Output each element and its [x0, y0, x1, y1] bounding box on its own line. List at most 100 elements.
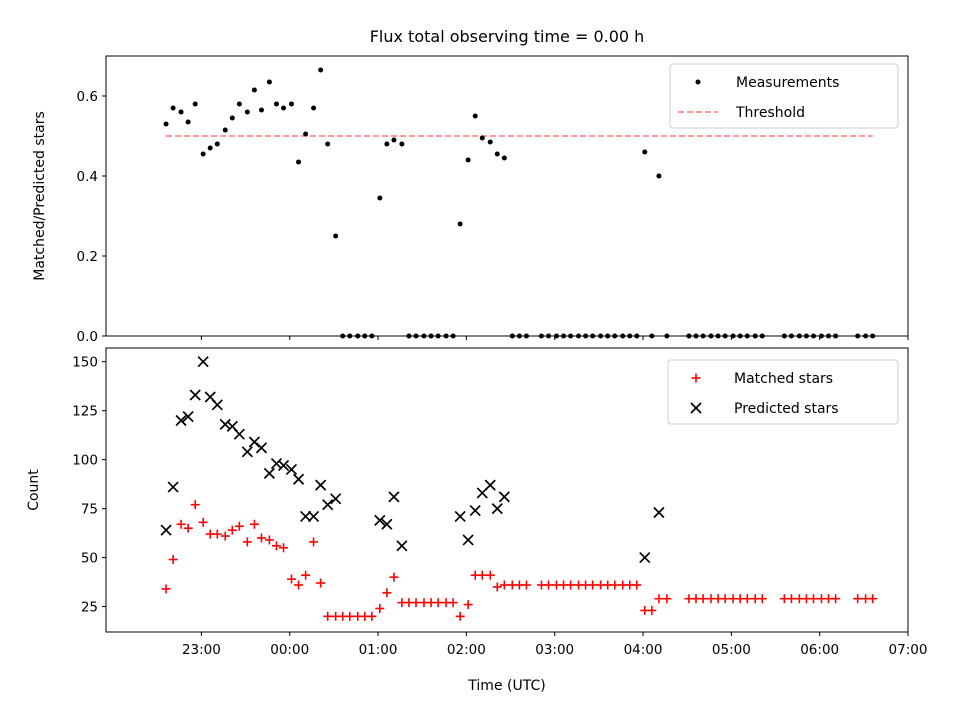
- matched-star-point: [654, 594, 664, 604]
- measurement-point: [207, 145, 213, 151]
- measurement-point: [494, 151, 500, 157]
- matched-star-point: [411, 598, 421, 608]
- cross-b: [322, 499, 334, 511]
- cross-b: [462, 534, 474, 546]
- matched-star-point: [301, 570, 311, 580]
- matched-star-point: [786, 594, 796, 604]
- matched-star-point: [161, 584, 171, 594]
- measurement-point: [399, 141, 405, 147]
- measurement-point: [185, 119, 191, 125]
- matched-star-point: [831, 594, 841, 604]
- cross-b: [454, 510, 466, 523]
- matched-star-point: [492, 582, 502, 592]
- matched-star-point: [279, 543, 289, 553]
- cross-b: [248, 436, 260, 448]
- cross-b: [381, 518, 393, 530]
- measurement-point: [333, 233, 339, 239]
- matched-star-point: [198, 517, 208, 527]
- predicted-star-point: [307, 510, 320, 523]
- ratio-y-axis-label: Matched/Predicted stars: [32, 111, 48, 281]
- predicted-star-point: [160, 524, 172, 536]
- cross-b: [197, 356, 209, 368]
- measurement-point: [214, 141, 220, 147]
- measurement-point: [377, 195, 383, 201]
- matched-star-point: [463, 600, 473, 610]
- cross-b: [211, 399, 223, 411]
- legend-label: Threshold: [735, 105, 805, 121]
- ratio-panel: 0.0 0.2 0.4 0.6 Matched/Predicted stars Mea…: [32, 55, 909, 345]
- legend-cross-marker: [690, 402, 702, 414]
- cross-b: [396, 540, 408, 552]
- matched-star-point: [309, 537, 319, 547]
- matched-star-point: [382, 588, 392, 598]
- matched-star-point: [294, 580, 304, 590]
- matched-star-point: [499, 580, 509, 590]
- count-y-tick-label: 100: [72, 453, 98, 469]
- predicted-star-point: [639, 551, 651, 564]
- legend-label: Predicted stars: [734, 401, 839, 417]
- legend-dot-marker: [695, 79, 701, 85]
- matched-star-point: [220, 531, 230, 541]
- x-tick-label: 06:00: [800, 642, 839, 658]
- x-tick-label: 03:00: [535, 642, 574, 658]
- predicted-star-point: [175, 414, 187, 427]
- measurement-point: [258, 107, 264, 113]
- matched-star-point: [632, 580, 642, 590]
- matched-star-point: [264, 535, 274, 545]
- predicted-star-point: [498, 491, 510, 503]
- cross-b: [315, 479, 327, 491]
- chart-title: Flux total observing time = 0.00 h: [370, 27, 645, 46]
- measurement-point: [487, 139, 493, 145]
- predicted-star-point: [322, 499, 334, 511]
- matched-star-point: [698, 594, 708, 604]
- cross-b: [388, 491, 400, 503]
- predicted-star-point: [270, 457, 283, 470]
- cross-b: [270, 457, 283, 470]
- measurement-point: [642, 149, 648, 155]
- measurement-point: [170, 105, 176, 111]
- measurement-point: [200, 151, 206, 157]
- cross-b: [330, 493, 342, 505]
- measurement-point: [296, 159, 302, 165]
- count-y-tick-label: 50: [81, 551, 98, 567]
- count-legend: Matched stars Predicted stars: [667, 359, 899, 425]
- ratio-legend: Measurements Threshold: [669, 63, 899, 129]
- matched-star-point: [256, 533, 266, 543]
- measurement-point: [311, 105, 317, 111]
- count-panel-frame: [105, 347, 909, 633]
- x-tick-label: 00:00: [270, 642, 309, 658]
- matched-star-point: [375, 603, 385, 613]
- measurement-point: [222, 127, 228, 133]
- measurement-point: [472, 113, 478, 119]
- cross-b: [167, 481, 179, 493]
- ratio-y-tick-label: 0.6: [77, 89, 98, 105]
- cross-b: [690, 402, 702, 414]
- predicted-star-point: [255, 442, 268, 454]
- matched-star-point: [477, 570, 487, 580]
- cross-b: [498, 491, 510, 503]
- matched-star-point: [610, 580, 620, 590]
- matched-star-point: [448, 598, 458, 608]
- matched-star-point: [168, 555, 178, 565]
- legend-box: [669, 63, 899, 129]
- predicted-star-point: [484, 479, 496, 491]
- x-tick-label: 07:00: [889, 642, 928, 658]
- x-tick-label: 05:00: [712, 642, 751, 658]
- legend-label: Matched stars: [734, 371, 833, 387]
- matched-star-point: [566, 580, 576, 590]
- matched-star-point: [183, 523, 193, 533]
- ratio-y-tick-label: 0.0: [77, 329, 98, 345]
- predicted-star-point: [315, 479, 327, 491]
- matched-star-point: [588, 580, 598, 590]
- count-y-axis-label: Count: [26, 469, 42, 511]
- predicted-star-point: [189, 389, 201, 401]
- predicted-star-point: [491, 503, 503, 515]
- legend-label: Measurements: [736, 75, 839, 91]
- predicted-star-point: [653, 506, 665, 519]
- matched-star-point: [433, 598, 443, 608]
- cross-b: [219, 418, 231, 430]
- measurement-point: [465, 157, 471, 163]
- cross-b: [639, 551, 651, 564]
- x-tick-label: 23:00: [182, 642, 221, 658]
